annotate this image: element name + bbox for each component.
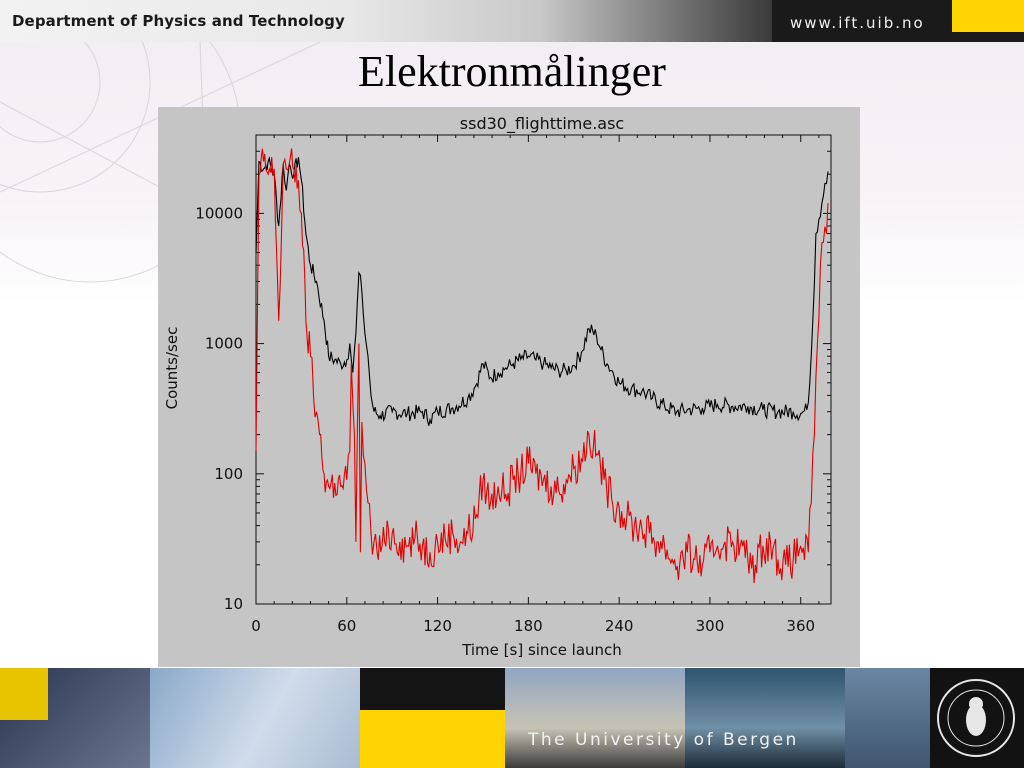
footer-tile-dark — [360, 668, 505, 710]
university-seal-icon — [937, 679, 1015, 757]
footer-tile-face — [150, 668, 360, 768]
slide-title: Elektronmålinger — [358, 47, 666, 96]
series-line-red — [255, 148, 829, 584]
footer-collage — [0, 668, 1024, 768]
y-tick-label: 1000 — [205, 335, 243, 353]
website-link[interactable]: www.ift.uib.no — [790, 14, 925, 32]
header-accent-shadow — [952, 32, 1024, 42]
plot-frame — [255, 134, 832, 605]
y-tick-label: 100 — [214, 465, 243, 483]
x-tick-label: 0 — [251, 617, 261, 635]
flight-time-chart: ssd30_flighttime.asc Time [s] since laun… — [163, 114, 832, 659]
footer-tile-yellow-2 — [360, 710, 505, 768]
department-name: Department of Physics and Technology — [12, 12, 345, 30]
x-tick-label: 120 — [423, 617, 452, 635]
chart-title: ssd30_flighttime.asc — [460, 114, 624, 134]
header-accent-block — [952, 0, 1024, 32]
x-tick-label: 240 — [605, 617, 634, 635]
y-tick-label: 10 — [224, 595, 243, 613]
footer-tile-building — [505, 668, 685, 768]
x-tick-label: 300 — [696, 617, 725, 635]
y-tick-label: 10000 — [195, 204, 243, 222]
y-axis-label: Counts/sec — [163, 327, 181, 410]
header-bar: Department of Physics and Technology www… — [0, 0, 1024, 42]
header-left-band — [0, 0, 772, 42]
university-name: The University of Bergen — [528, 730, 799, 750]
series-layer — [255, 148, 829, 584]
footer-tile-yellow — [0, 668, 48, 720]
chart-panel: ssd30_flighttime.asc Time [s] since laun… — [158, 107, 860, 667]
x-tick-label: 360 — [786, 617, 815, 635]
x-axis-label: Time [s] since launch — [461, 641, 622, 659]
x-axis-ticks: 0 60 120 180 240 300 360 — [251, 135, 820, 635]
y-axis-ticks: 10 100 1000 10000 — [195, 134, 831, 613]
x-tick-label: 60 — [337, 617, 356, 635]
x-tick-label: 180 — [514, 617, 543, 635]
series-line-black — [255, 156, 829, 426]
footer-tile-arches — [685, 668, 845, 768]
header-right-band — [772, 0, 952, 42]
footer-tile-tower — [845, 668, 930, 768]
